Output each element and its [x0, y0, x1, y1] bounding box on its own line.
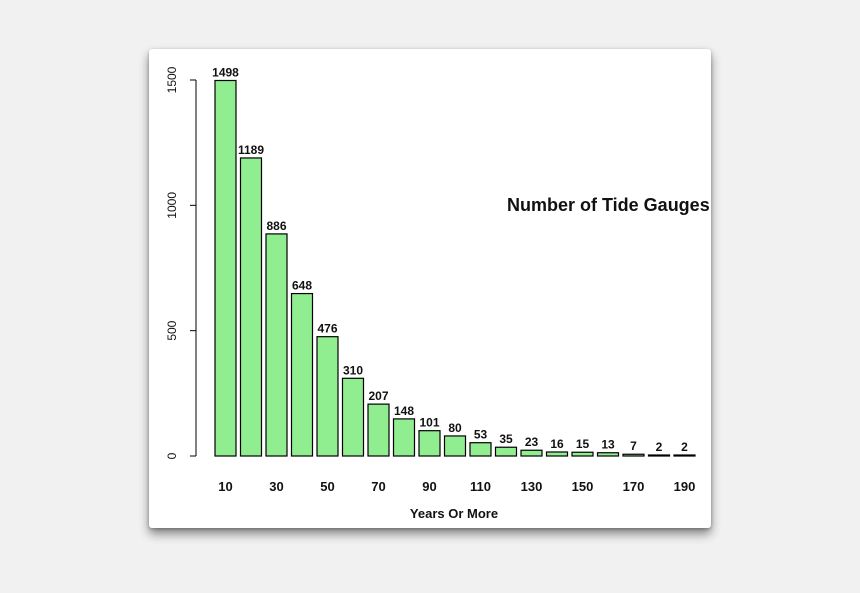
bar-150 — [571, 451, 594, 457]
bar-180 — [647, 454, 671, 457]
bar-140 — [545, 451, 569, 457]
bar-160 — [596, 452, 620, 457]
y-tick-label: 1500 — [165, 66, 179, 93]
bar-value-label: 101 — [419, 416, 439, 430]
bar-value-label: 7 — [630, 439, 637, 453]
bar-value-label: 2 — [681, 440, 688, 454]
bar-value-label: 15 — [576, 437, 590, 451]
bar-value-label: 16 — [550, 437, 564, 451]
chart-card: 1498 1189 886 648 476 310 207 148 101 80 53 35 23 16 1… — [149, 49, 711, 528]
x-tick-label: 10 — [218, 479, 232, 494]
x-axis-label: Years Or More — [410, 506, 498, 521]
x-tick-label: 130 — [521, 479, 543, 494]
bar-70 — [367, 403, 390, 457]
y-tick-label: 1000 — [165, 192, 179, 219]
bar-30 — [265, 233, 288, 457]
bar-100 — [443, 435, 467, 457]
bar-110 — [469, 442, 492, 457]
bar-170 — [622, 453, 645, 457]
bar-20 — [239, 157, 263, 457]
bar-value-label: 35 — [499, 432, 513, 446]
y-tick-label: 0 — [165, 452, 179, 459]
x-tick-label: 190 — [674, 479, 696, 494]
x-tick-label: 110 — [470, 479, 491, 494]
bar-value-label: 23 — [525, 435, 539, 449]
bar-40 — [290, 292, 314, 457]
bar-labels-group: 1498 1189 886 648 476 310 207 148 101 80 53 35 23 16 1… — [212, 66, 688, 454]
bar-value-label: 1498 — [212, 66, 239, 80]
x-tick-label: 50 — [320, 479, 334, 494]
x-tick-label: 70 — [371, 479, 385, 494]
bar-value-label: 148 — [394, 404, 414, 418]
bar-190 — [673, 454, 696, 457]
bar-130 — [520, 449, 543, 457]
bar-value-label: 2 — [656, 440, 663, 454]
y-axis: 0 500 1000 1500 — [165, 66, 197, 459]
chart-title: Number of Tide Gauges by Length — [507, 195, 711, 215]
bar-value-label: 310 — [343, 363, 363, 377]
bar-value-label: 53 — [474, 428, 488, 442]
x-tick-label: 170 — [623, 479, 645, 494]
x-tick-label: 150 — [572, 479, 594, 494]
y-tick-label: 500 — [165, 320, 179, 340]
bar-value-label: 886 — [266, 219, 286, 233]
bar-90 — [418, 430, 441, 457]
bar-value-label: 1189 — [238, 143, 264, 157]
x-axis-tick-labels: 10 30 50 70 90 110 130 150 170 190 — [218, 479, 695, 494]
bars-group — [214, 79, 696, 457]
bar-120 — [494, 446, 518, 457]
x-tick-label: 30 — [269, 479, 283, 494]
bar-value-label: 207 — [368, 389, 388, 403]
bar-50 — [316, 336, 339, 457]
bar-value-label: 476 — [317, 322, 337, 336]
bar-60 — [341, 377, 365, 457]
bar-10 — [214, 79, 237, 457]
bar-value-label: 13 — [601, 438, 615, 452]
x-tick-label: 90 — [422, 479, 436, 494]
bar-value-label: 648 — [292, 279, 312, 293]
bar-80 — [392, 418, 416, 457]
bar-value-label: 80 — [448, 421, 462, 435]
